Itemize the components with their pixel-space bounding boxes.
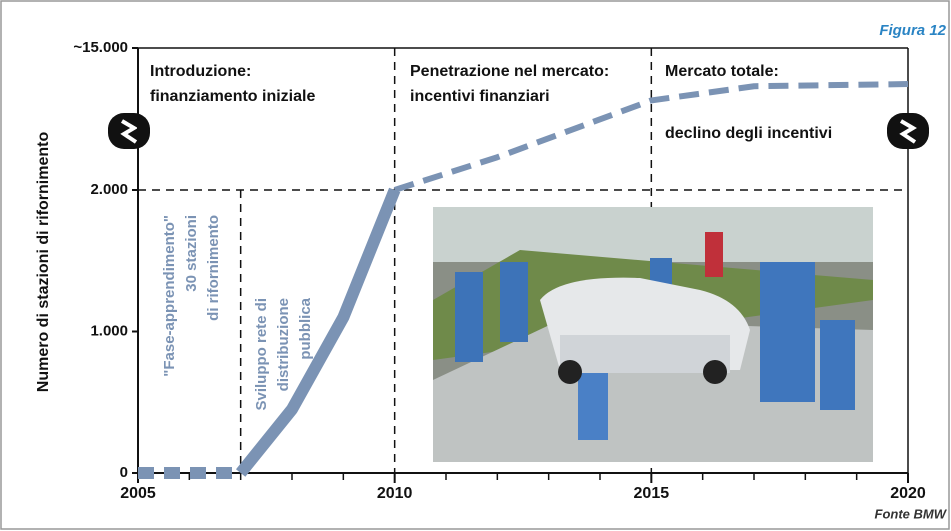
phase-label: finanziamento iniziale — [150, 88, 315, 105]
vertical-note: Sviluppo rete di — [253, 298, 270, 411]
source: Fonte BMW — [875, 506, 948, 521]
y-tick-label: 2.000 — [90, 181, 128, 198]
x-tick-label: 2020 — [890, 485, 926, 502]
phase-label: incentivi finanziari — [410, 88, 550, 105]
chart: Figura 12 Fonte BMW Numero di stazioni d… — [0, 0, 951, 531]
vertical-note: di rifornimento — [205, 215, 222, 321]
axis-break-left — [108, 113, 150, 149]
vertical-note: distribuzione — [275, 298, 292, 391]
vertical-note: 30 stazioni — [183, 215, 200, 292]
phase-label: Penetrazione nel mercato: — [410, 63, 609, 80]
axis-break-right — [887, 113, 929, 149]
y-tick-label: 1.000 — [90, 322, 128, 339]
phase-label: Mercato totale: — [665, 63, 779, 80]
y-tick-label: ~15.000 — [73, 39, 128, 56]
x-tick-label: 2005 — [120, 485, 156, 502]
figure-label: Figura 12 — [879, 22, 946, 39]
y-axis-label: Numero di stazioni di rifornimento — [35, 132, 52, 393]
vertical-note: pubblica — [297, 297, 314, 359]
photo — [433, 207, 873, 462]
y-tick-label: 0 — [120, 464, 128, 481]
page: {"chart_data": { "type": "line", "title"… — [0, 0, 951, 531]
x-tick-label: 2010 — [377, 485, 413, 502]
phase-label: Introduzione: — [150, 63, 251, 80]
vertical-note: "Fase-apprendimento" — [161, 215, 178, 377]
x-tick-label: 2015 — [634, 485, 670, 502]
phase-label: declino degli incentivi — [665, 125, 832, 142]
